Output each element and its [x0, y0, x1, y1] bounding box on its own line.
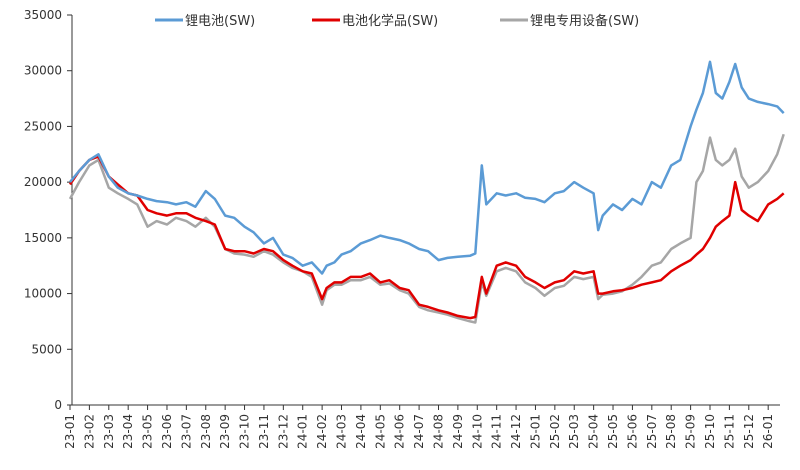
y-tick-label: 5000 — [31, 342, 62, 356]
x-tick-label: 25-07 — [645, 414, 659, 449]
y-tick-label: 15000 — [24, 231, 62, 245]
x-tick-label: 23-01 — [63, 414, 77, 449]
legend-label: 锂电专用设备(SW) — [530, 13, 639, 29]
legend-label: 电池化学品(SW) — [342, 13, 438, 29]
x-tick-label: 24-08 — [431, 414, 445, 449]
x-tick-label: 25-09 — [684, 414, 698, 449]
series-line-1 — [68, 155, 785, 320]
x-tick-label: 23-04 — [121, 414, 135, 449]
y-tick-label: 30000 — [24, 64, 62, 78]
x-tick-label: 25-06 — [625, 414, 639, 449]
x-tick-label: 25-01 — [528, 414, 542, 449]
x-tick-label: 23-11 — [257, 414, 271, 449]
x-tick-label: 23-09 — [218, 414, 232, 449]
y-tick-label: 25000 — [24, 119, 62, 133]
x-tick-label: 25-02 — [548, 414, 562, 449]
x-tick-label: 23-03 — [102, 414, 116, 449]
x-tick-label: 24-02 — [315, 414, 329, 449]
x-tick-label: 25-03 — [567, 414, 581, 449]
y-tick-label: 20000 — [24, 175, 62, 189]
x-tick-label: 24-12 — [509, 414, 523, 449]
x-tick-label: 23-02 — [82, 414, 96, 449]
x-tick-label: 25-08 — [664, 414, 678, 449]
y-tick-label: 35000 — [24, 8, 62, 22]
x-tick-label: 24-09 — [451, 414, 465, 449]
x-tick-label: 24-01 — [296, 414, 310, 449]
x-tick-label: 26-01 — [761, 414, 775, 449]
x-tick-label: 24-04 — [354, 414, 368, 449]
x-tick-label: 23-08 — [199, 414, 213, 449]
x-tick-label: 24-07 — [412, 414, 426, 449]
x-tick-label: 24-03 — [335, 414, 349, 449]
x-tick-label: 24-11 — [490, 414, 504, 449]
legend-label: 锂电池(SW) — [185, 14, 255, 29]
x-tick-label: 24-10 — [470, 414, 484, 449]
x-tick-label: 25-12 — [742, 414, 756, 449]
series-line-0 — [69, 60, 785, 275]
x-tick-label: 23-10 — [238, 414, 252, 449]
series-line-2 — [68, 133, 785, 324]
x-tick-label: 25-05 — [606, 414, 620, 449]
y-tick-label: 0 — [54, 398, 62, 412]
x-tick-label: 23-06 — [160, 414, 174, 449]
x-tick-label: 25-04 — [587, 414, 601, 449]
y-tick-label: 10000 — [24, 287, 62, 301]
x-tick-label: 23-07 — [179, 414, 193, 449]
x-tick-label: 23-05 — [141, 414, 155, 449]
x-tick-label: 24-05 — [373, 414, 387, 449]
x-tick-label: 24-06 — [393, 414, 407, 449]
x-tick-label: 25-11 — [722, 414, 736, 449]
x-tick-label: 25-10 — [703, 414, 717, 449]
x-tick-label: 23-12 — [276, 414, 290, 449]
